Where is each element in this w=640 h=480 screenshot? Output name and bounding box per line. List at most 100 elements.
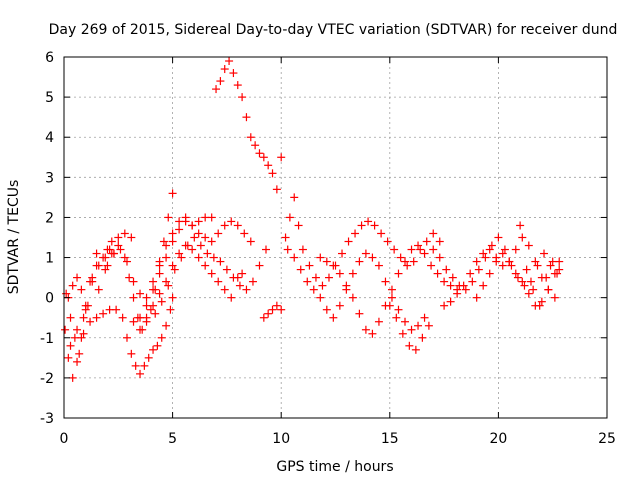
y-tick-label: -1 xyxy=(40,331,54,347)
data-point xyxy=(507,261,516,270)
data-point xyxy=(190,233,199,242)
data-point xyxy=(355,309,364,318)
data-point xyxy=(407,245,416,254)
data-point xyxy=(127,233,136,242)
data-point xyxy=(120,229,129,238)
data-point xyxy=(394,269,403,278)
data-point xyxy=(142,313,151,322)
data-point xyxy=(277,305,286,314)
data-point xyxy=(544,285,553,294)
data-point xyxy=(238,269,247,278)
data-point xyxy=(149,345,158,354)
data-point xyxy=(398,329,407,338)
data-point xyxy=(440,277,449,286)
data-point xyxy=(518,233,527,242)
data-point xyxy=(440,301,449,310)
data-point xyxy=(144,353,153,362)
data-point xyxy=(518,277,527,286)
data-point xyxy=(390,245,399,254)
data-point xyxy=(374,317,383,326)
data-point xyxy=(61,325,70,334)
data-point xyxy=(355,257,364,266)
y-tick-label: 2 xyxy=(45,210,54,226)
series-arc-14 xyxy=(316,241,462,338)
series-arc-5 xyxy=(94,189,177,334)
data-point xyxy=(453,289,462,298)
data-point xyxy=(474,265,483,274)
data-point xyxy=(120,253,129,262)
series-arc-9 xyxy=(151,233,270,318)
data-point xyxy=(149,277,158,286)
data-point xyxy=(99,309,108,318)
data-point xyxy=(155,257,164,266)
plot-frame xyxy=(63,56,608,419)
data-point xyxy=(416,245,425,254)
data-point xyxy=(207,269,216,278)
data-point xyxy=(92,313,101,322)
data-point xyxy=(405,341,414,350)
y-tick-labels: -3 -2 -1 0 1 2 3 4 5 6 xyxy=(40,50,54,427)
data-point xyxy=(303,277,312,286)
data-point xyxy=(248,277,257,286)
data-point xyxy=(159,237,168,246)
data-point xyxy=(435,253,444,262)
data-point xyxy=(481,253,490,262)
data-point xyxy=(422,237,431,246)
x-tick-label: 0 xyxy=(60,431,69,447)
data-point xyxy=(550,293,559,302)
data-point xyxy=(542,273,551,282)
data-point xyxy=(520,281,529,290)
data-point xyxy=(322,305,331,314)
data-point xyxy=(524,289,533,298)
data-point xyxy=(531,257,540,266)
data-point xyxy=(529,285,538,294)
series-arc-11 xyxy=(259,301,286,322)
data-point xyxy=(201,233,210,242)
data-point xyxy=(238,93,247,102)
data-point xyxy=(424,321,433,330)
data-point xyxy=(68,281,77,290)
data-point xyxy=(107,237,116,246)
series-arc-15 xyxy=(385,301,433,354)
data-point xyxy=(296,265,305,274)
data-point xyxy=(485,269,494,278)
data-point xyxy=(125,273,134,282)
data-point xyxy=(533,261,542,270)
data-point xyxy=(129,317,138,326)
data-point xyxy=(472,257,481,266)
data-point xyxy=(466,269,475,278)
data-point xyxy=(357,221,366,230)
data-point xyxy=(407,325,416,334)
series-arc-18 xyxy=(472,249,564,310)
data-point xyxy=(92,249,101,258)
data-point xyxy=(429,245,438,254)
y-tick-label: 5 xyxy=(45,90,54,106)
data-point xyxy=(526,277,535,286)
data-point xyxy=(103,261,112,270)
x-axis-label: GPS time / hours xyxy=(276,459,393,475)
data-point xyxy=(281,233,290,242)
data-point xyxy=(220,65,229,74)
data-point xyxy=(316,253,325,262)
data-point xyxy=(385,301,394,310)
data-point xyxy=(259,153,268,162)
data-point xyxy=(492,257,501,266)
data-point xyxy=(127,349,136,358)
data-point xyxy=(298,245,307,254)
data-point xyxy=(403,261,412,270)
data-point xyxy=(166,305,175,314)
data-point xyxy=(233,221,242,230)
data-point xyxy=(168,293,177,302)
data-point xyxy=(318,281,327,290)
data-point xyxy=(157,333,166,342)
data-point xyxy=(227,217,236,226)
data-point xyxy=(505,257,514,266)
data-point xyxy=(429,229,438,238)
data-point xyxy=(361,325,370,334)
data-point xyxy=(214,277,223,286)
data-point xyxy=(324,273,333,282)
data-point xyxy=(64,353,73,362)
y-axis-label: SDTVAR / TECUs xyxy=(6,180,22,295)
data-point xyxy=(522,265,531,274)
data-point xyxy=(114,233,123,242)
